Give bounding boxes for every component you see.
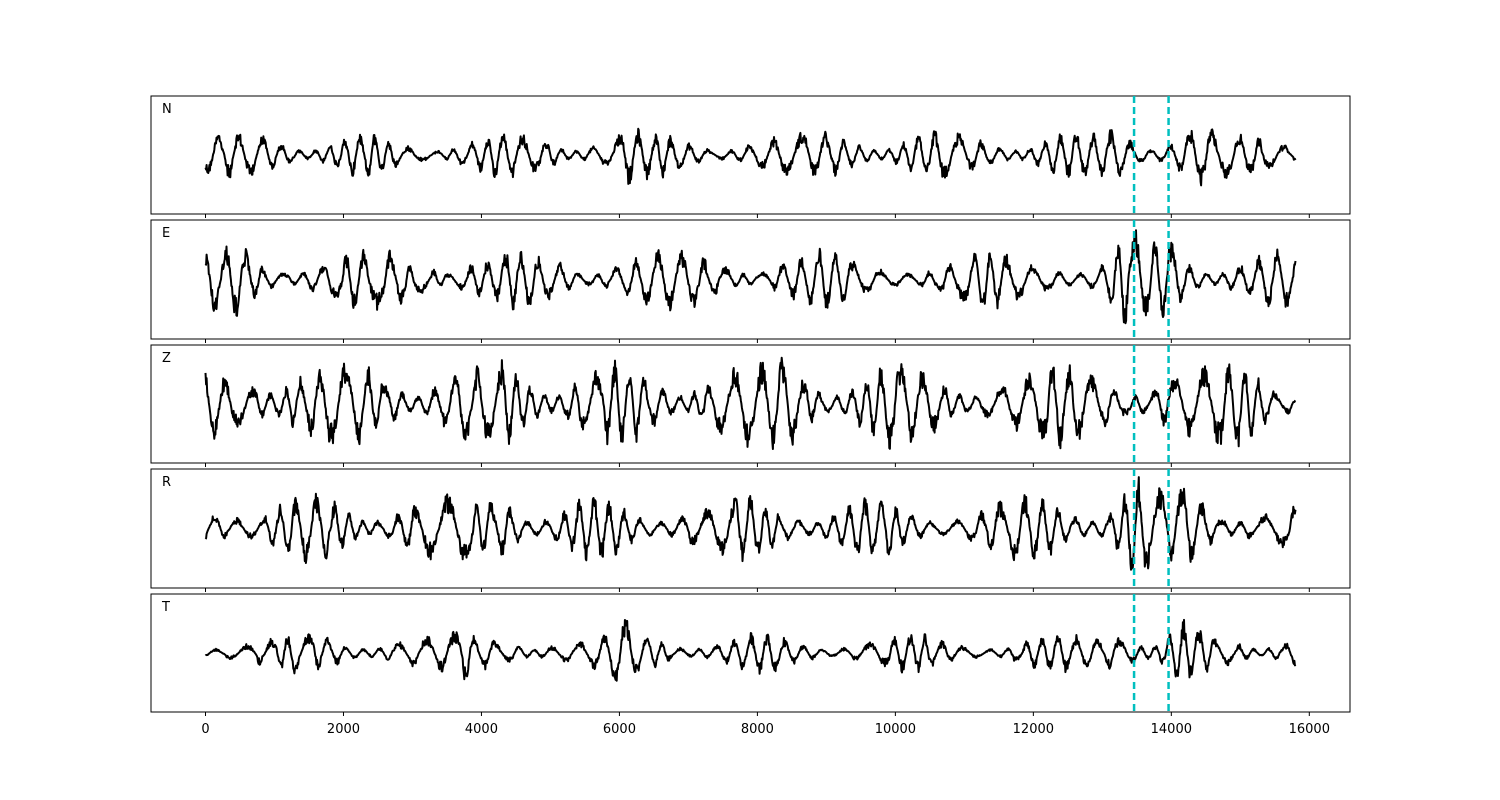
waveform-N	[204, 127, 1297, 187]
panel-frame-N	[150, 95, 1351, 215]
panel-frame-E	[150, 219, 1351, 340]
waveform-R	[204, 476, 1297, 571]
panel-label-E: E	[162, 226, 170, 241]
x-tick-label: 8000	[741, 722, 774, 737]
panel-label-Z: Z	[162, 351, 171, 366]
x-tick-label: 0	[201, 722, 209, 737]
waveform-T	[204, 618, 1297, 682]
panel-frame-Z	[150, 344, 1351, 464]
panel-label-N: N	[162, 102, 172, 117]
panel-label-T: T	[161, 600, 170, 615]
x-tick-label: 4000	[465, 722, 498, 737]
waveform-E	[204, 229, 1297, 325]
panel-frame-R	[150, 468, 1351, 589]
panel-frame-T	[150, 593, 1351, 713]
waveform-Z	[204, 356, 1297, 450]
x-tick-label: 2000	[327, 722, 360, 737]
x-tick-label: 12000	[1013, 722, 1054, 737]
panel-label-R: R	[162, 475, 171, 490]
x-tick-label: 16000	[1289, 722, 1330, 737]
x-tick-label: 10000	[875, 722, 916, 737]
x-tick-label: 6000	[603, 722, 636, 737]
x-tick-label: 14000	[1151, 722, 1192, 737]
